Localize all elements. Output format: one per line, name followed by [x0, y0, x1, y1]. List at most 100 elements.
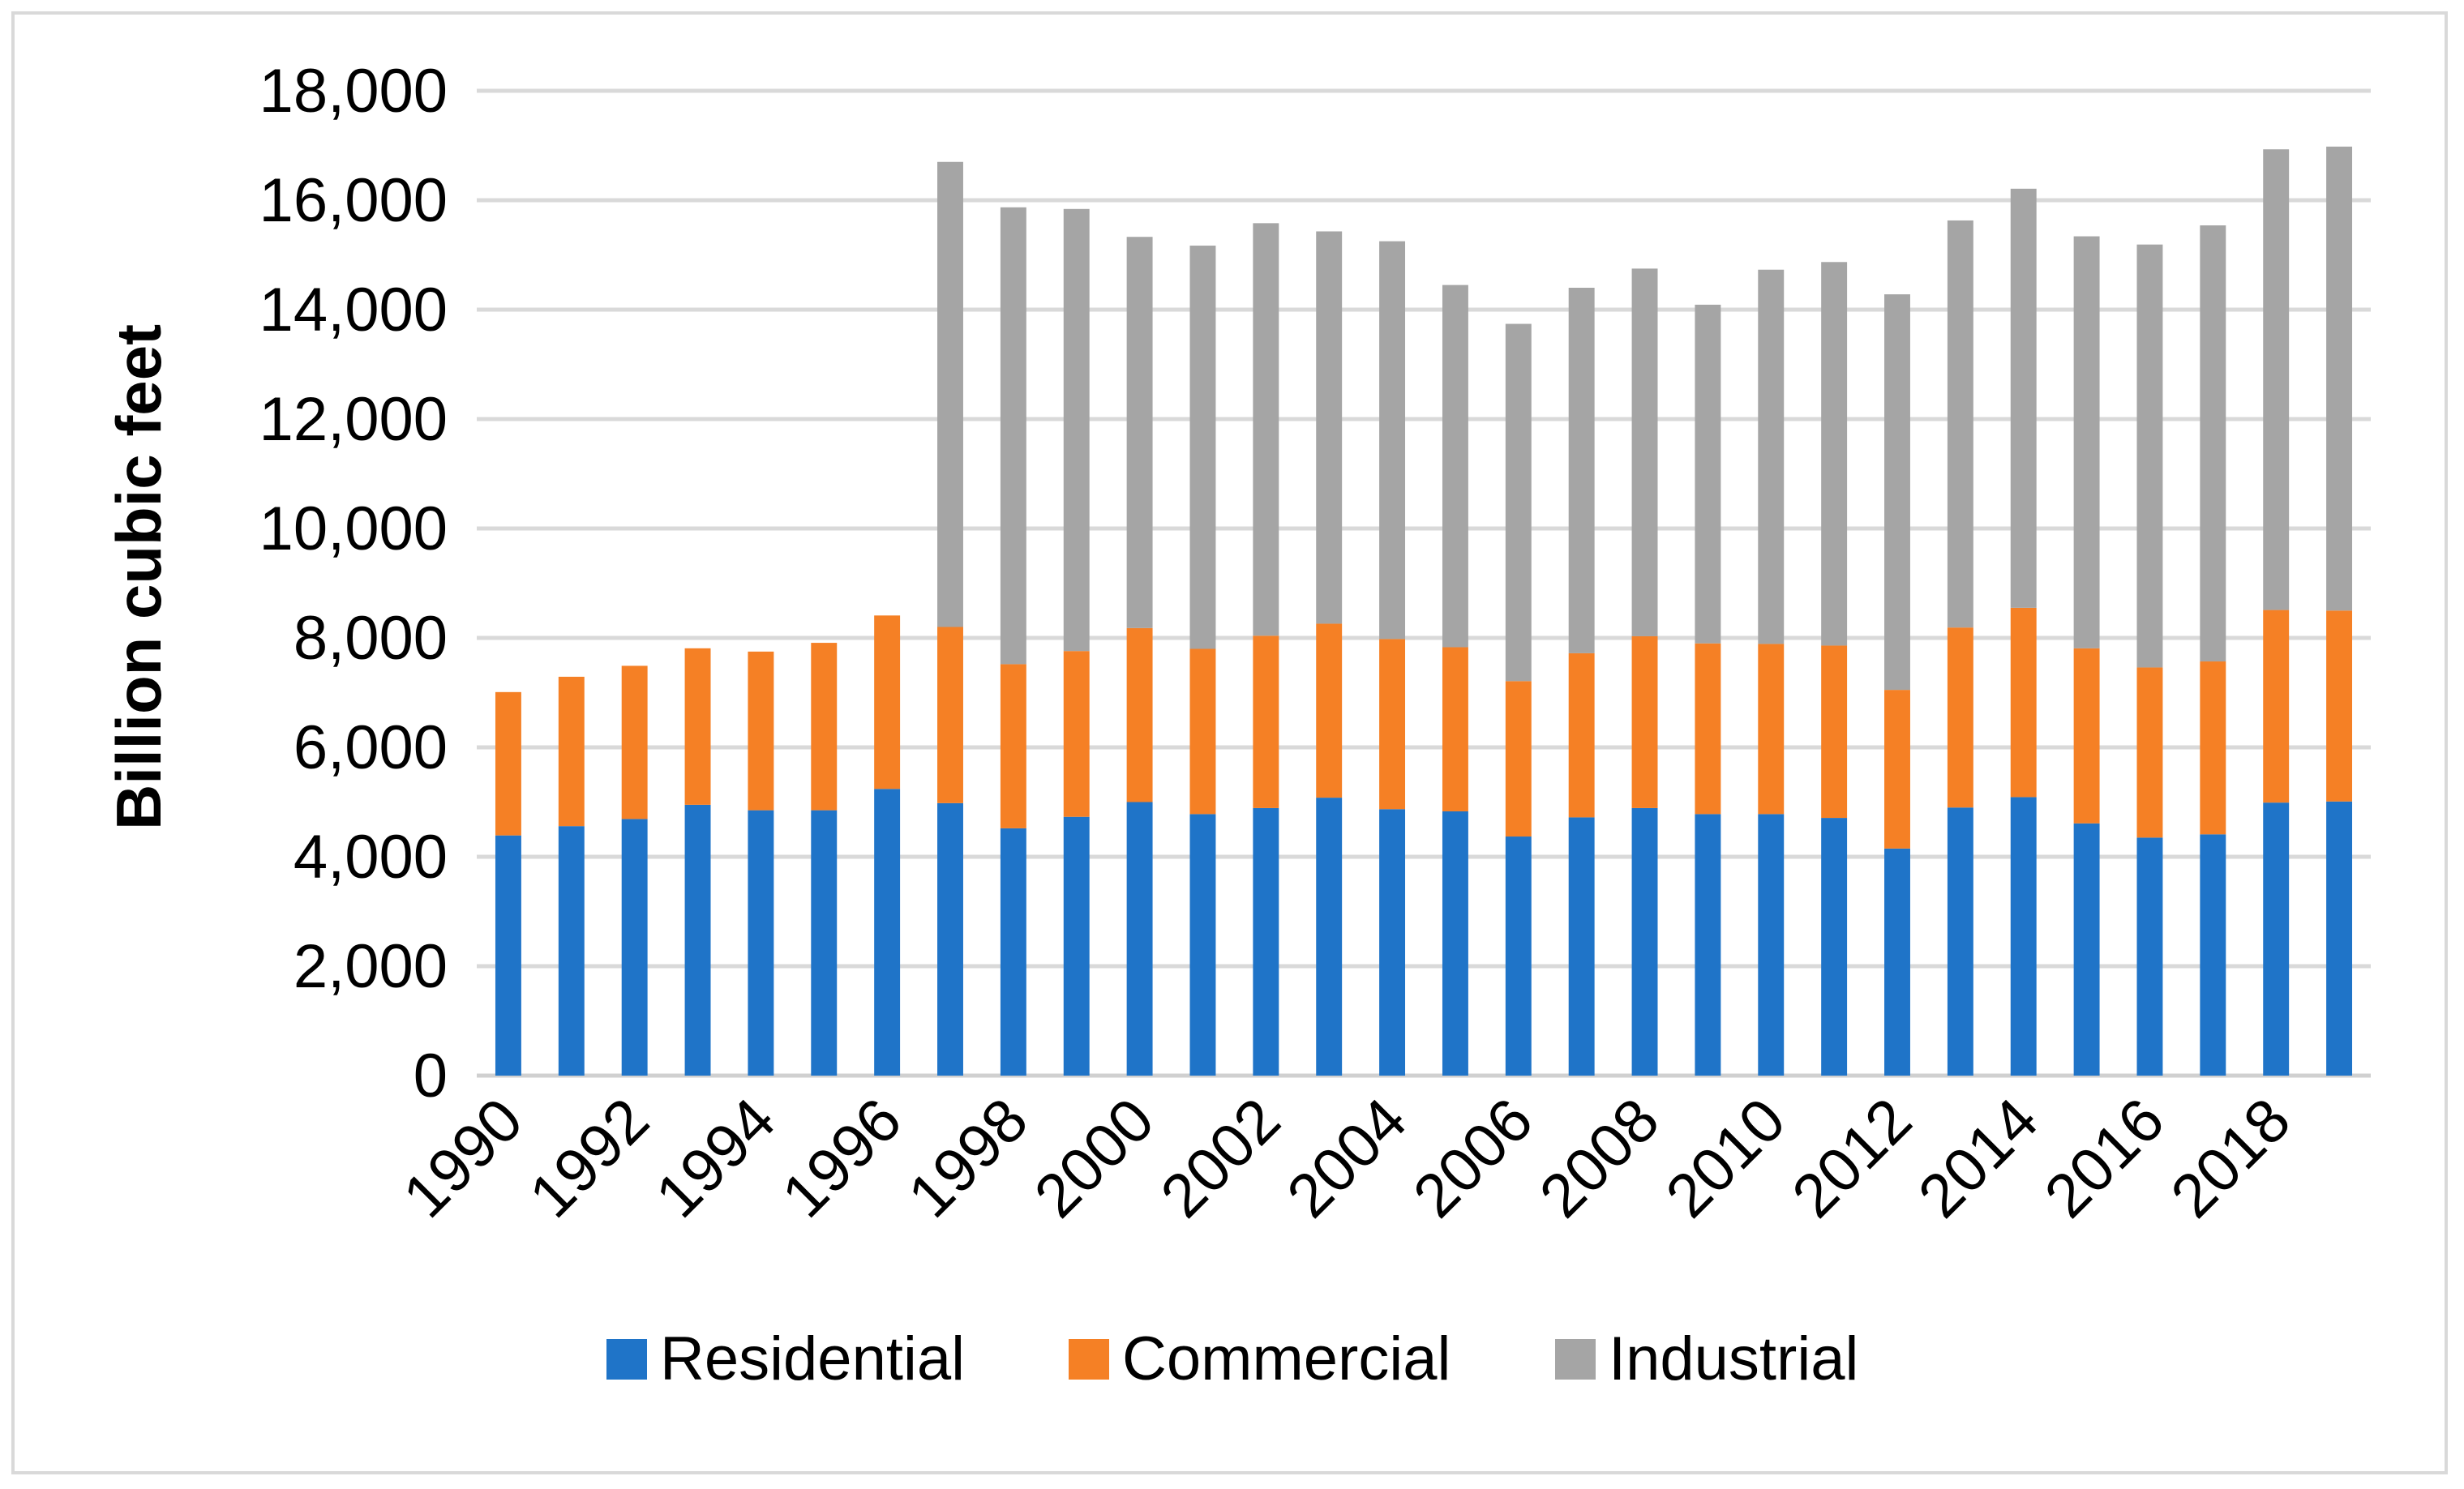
bar-residential-2003 — [1316, 798, 1343, 1076]
bar-residential-1999 — [1063, 816, 1090, 1076]
bar-industrial-2008 — [1631, 268, 1658, 636]
bar-residential-1998 — [1000, 828, 1026, 1076]
bar-commercial-2014 — [2010, 607, 2037, 798]
bar-residential-2000 — [1126, 802, 1153, 1076]
y-tick-label: 0 — [414, 1042, 448, 1110]
x-tick-label: 1998 — [895, 1085, 1041, 1231]
bar-commercial-2018 — [2263, 610, 2290, 803]
x-tick-label: 1994 — [643, 1085, 789, 1231]
bar-residential-1994 — [748, 810, 774, 1076]
bar-commercial-2019 — [2326, 610, 2353, 802]
x-tick-label: 1992 — [516, 1085, 662, 1231]
bar-commercial-1990 — [495, 691, 521, 836]
bar-residential-2019 — [2326, 801, 2353, 1076]
bar-commercial-1995 — [811, 643, 838, 811]
y-tick-label: 12,000 — [259, 385, 448, 454]
bar-residential-2002 — [1253, 807, 1279, 1076]
bar-industrial-2005 — [1442, 285, 1468, 648]
bar-commercial-1993 — [684, 648, 711, 805]
bar-residential-2017 — [2200, 834, 2226, 1076]
bar-commercial-2011 — [1821, 645, 1848, 819]
chart-frame — [11, 11, 2448, 1474]
y-tick-label: 4,000 — [294, 823, 448, 892]
x-tick-label: 1996 — [769, 1085, 915, 1231]
bars — [495, 146, 2353, 1076]
bar-industrial-2019 — [2326, 146, 2353, 611]
bar-industrial-2004 — [1379, 241, 1406, 640]
bar-industrial-1998 — [1000, 207, 1026, 665]
bar-residential-2004 — [1379, 809, 1406, 1076]
bar-industrial-2012 — [1884, 294, 1910, 691]
bar-industrial-2016 — [2136, 244, 2163, 668]
bar-residential-2006 — [1505, 836, 1532, 1076]
bar-residential-2007 — [1568, 817, 1595, 1076]
x-tick-label: 2004 — [1274, 1085, 1420, 1231]
legend-label-industrial: Industrial — [1609, 1324, 1858, 1393]
bar-commercial-2016 — [2136, 667, 2163, 838]
legend-swatch-commercial — [1069, 1339, 1109, 1380]
legend-label-residential: Residential — [660, 1324, 965, 1393]
bar-commercial-2004 — [1379, 639, 1406, 810]
bar-residential-2009 — [1695, 814, 1721, 1076]
bar-industrial-2010 — [1758, 269, 1785, 644]
bar-industrial-2007 — [1568, 288, 1595, 653]
bar-industrial-2018 — [2263, 149, 2290, 610]
x-axis-ticks: 1990199219941996199820002002200420062008… — [390, 1085, 2303, 1231]
bar-residential-2012 — [1884, 848, 1910, 1076]
bar-commercial-2013 — [1947, 627, 1973, 808]
bar-industrial-2009 — [1695, 304, 1721, 644]
bar-commercial-2001 — [1189, 648, 1216, 815]
bar-residential-2005 — [1442, 811, 1468, 1076]
bar-commercial-2007 — [1568, 653, 1595, 818]
bar-residential-1992 — [621, 819, 648, 1076]
y-tick-label: 2,000 — [294, 932, 448, 1001]
bar-industrial-2014 — [2010, 188, 2037, 608]
x-tick-label: 2018 — [2158, 1085, 2304, 1231]
y-axis-ticks: 0 2,000 4,000 6,000 8,000 10,000 12,000 14,000 1… — [259, 57, 448, 1110]
bar-residential-1991 — [558, 826, 585, 1076]
bar-industrial-2013 — [1947, 220, 1973, 628]
x-tick-label: 2012 — [1779, 1085, 1925, 1231]
y-tick-label: 6,000 — [294, 713, 448, 782]
y-tick-label: 18,000 — [259, 57, 448, 126]
bar-industrial-2011 — [1821, 262, 1848, 646]
bar-commercial-2000 — [1126, 627, 1153, 802]
bar-commercial-2003 — [1316, 623, 1343, 798]
bar-residential-2011 — [1821, 818, 1848, 1076]
bar-industrial-1999 — [1063, 208, 1090, 652]
bar-commercial-2012 — [1884, 690, 1910, 849]
x-tick-label: 2014 — [1905, 1085, 2051, 1231]
bar-residential-1997 — [937, 802, 963, 1076]
x-tick-label: 1990 — [390, 1085, 536, 1231]
bar-residential-2015 — [2073, 823, 2100, 1076]
x-tick-label: 2010 — [1653, 1085, 1799, 1231]
legend-swatch-industrial — [1555, 1339, 1596, 1380]
bar-residential-1990 — [495, 835, 521, 1076]
bar-industrial-2003 — [1316, 231, 1343, 624]
bar-residential-2010 — [1758, 814, 1785, 1076]
bar-residential-1993 — [684, 804, 711, 1076]
bar-commercial-1994 — [748, 651, 774, 811]
y-tick-label: 16,000 — [259, 166, 448, 235]
x-tick-label: 2008 — [1527, 1085, 1673, 1231]
bar-industrial-1997 — [937, 161, 963, 627]
bar-commercial-2002 — [1253, 635, 1279, 808]
bar-industrial-2015 — [2073, 236, 2100, 648]
bar-residential-2008 — [1631, 807, 1658, 1076]
bar-commercial-2017 — [2200, 661, 2226, 835]
gridlines — [477, 88, 2371, 1078]
y-tick-label: 10,000 — [259, 494, 448, 563]
bar-industrial-2017 — [2200, 225, 2226, 662]
bar-residential-2013 — [1947, 807, 1973, 1076]
legend-swatch-residential — [606, 1339, 647, 1380]
bar-commercial-1992 — [621, 665, 648, 819]
bar-industrial-2002 — [1253, 223, 1279, 636]
x-tick-label: 2006 — [1400, 1085, 1546, 1231]
bar-commercial-1999 — [1063, 651, 1090, 817]
bar-commercial-2010 — [1758, 644, 1785, 815]
bar-commercial-2006 — [1505, 681, 1532, 837]
y-tick-label: 14,000 — [259, 276, 448, 344]
bar-industrial-2000 — [1126, 237, 1153, 628]
y-tick-label: 8,000 — [294, 604, 448, 673]
